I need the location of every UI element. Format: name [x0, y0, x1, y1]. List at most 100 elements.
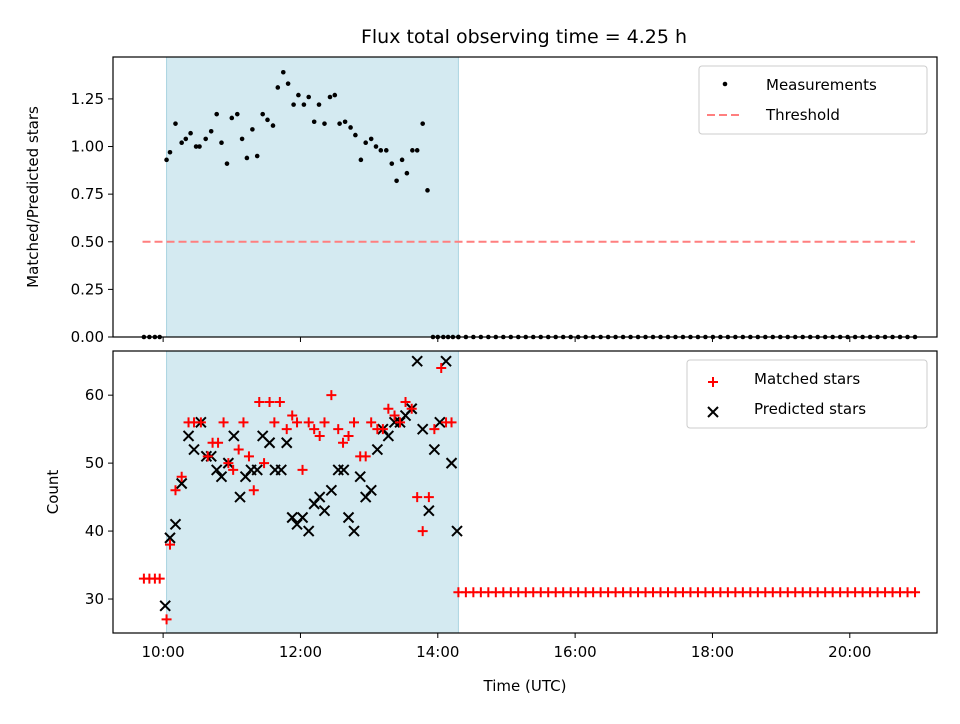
predicted-point: [188, 443, 200, 456]
matched-point: [395, 417, 406, 428]
measurement-point: [229, 115, 235, 121]
predicted-point: [354, 471, 366, 483]
measurement-point: [275, 85, 281, 90]
matched-point: [254, 396, 265, 407]
chart-title: Flux total observing time = 4.25 h: [361, 26, 687, 48]
predicted-point: [423, 504, 435, 517]
predicted-point: [382, 430, 395, 442]
y-tick-label: 0.75: [71, 185, 104, 203]
predicted-point: [445, 457, 458, 469]
matched-point: [446, 417, 457, 428]
predicted-point: [440, 355, 452, 367]
matched-point: [164, 539, 175, 550]
predicted-point: [215, 471, 228, 483]
x-tick-label: 10:00: [142, 643, 185, 661]
ratio-panel: 0.00 0.25 0.50 0.75 1.00 1.25 Matched/Predicte…: [24, 56, 938, 346]
matched-point: [436, 362, 447, 373]
y-tick-label: 0.00: [71, 328, 104, 346]
matched-point: [383, 403, 394, 414]
matched-point: [287, 410, 298, 421]
measurement-point: [183, 136, 189, 142]
legend-box: [698, 65, 928, 135]
legend: Measurements Threshold: [698, 65, 928, 135]
matched-point: [412, 492, 423, 503]
matched-point: [297, 464, 308, 475]
matched-point: [338, 437, 349, 448]
legend-label: Threshold: [765, 106, 840, 124]
predicted-point: [365, 484, 377, 497]
measurement-point: [399, 157, 405, 163]
matched-point: [161, 614, 172, 625]
measurement-point: [296, 92, 301, 98]
measurement-point: [383, 148, 389, 153]
predicted-point: [228, 430, 240, 442]
measurement-point: [368, 136, 374, 142]
y-tick-label: 50: [85, 454, 104, 472]
predicted-point: [434, 416, 446, 429]
x-tick-label: 12:00: [279, 643, 322, 661]
x-tick-label: 20:00: [828, 643, 871, 661]
matched-point: [910, 587, 921, 598]
y-axis-label: Count: [44, 470, 62, 515]
measurement-point: [358, 157, 364, 163]
matched-point: [377, 424, 388, 435]
y-tick-label: 0.25: [71, 280, 104, 298]
measurement-point: [322, 121, 327, 126]
predicted-point: [416, 423, 429, 435]
measurement-point: [311, 119, 317, 125]
measurement-point: [203, 136, 208, 142]
measurement-point: [188, 130, 193, 136]
matched-point: [223, 458, 234, 469]
measurement-point: [179, 140, 184, 146]
measurement-point: [316, 102, 322, 107]
predicted-point: [281, 437, 293, 449]
matched-point: [213, 437, 224, 448]
matched-point: [429, 424, 440, 435]
matched-point: [228, 464, 239, 475]
predicted-point: [342, 511, 355, 524]
y-tick-label: 60: [85, 386, 104, 404]
predicted-point: [286, 511, 298, 524]
matched-point: [170, 485, 181, 496]
matched-point: [326, 390, 337, 401]
matched-point: [218, 417, 229, 428]
predicted-point: [428, 443, 441, 456]
x-tick-label: 18:00: [691, 643, 734, 661]
x-tick-label: 14:00: [416, 643, 459, 661]
matched-point: [349, 417, 360, 428]
measurement-point: [250, 127, 255, 132]
predicted-point: [451, 525, 463, 537]
y-tick-label: 1.25: [71, 90, 104, 108]
predicted-point: [251, 464, 263, 476]
y-tick-label: 1.00: [71, 138, 104, 156]
matched-point: [243, 451, 254, 462]
measurement-point: [285, 81, 291, 86]
measurement-point: [414, 148, 420, 153]
measurement-point: [291, 102, 296, 107]
y-tick-label: 30: [85, 590, 104, 608]
measurement-point: [219, 140, 224, 146]
y-tick-label: 40: [85, 522, 104, 540]
measurement-point: [164, 157, 169, 163]
measurement-point: [254, 153, 260, 159]
measurement-point: [239, 136, 245, 142]
measurement-point: [280, 69, 286, 75]
count-panel: 10:00 12:00 14:00 16:00 18:00 20:00 30 40 50 60 Co…: [44, 350, 938, 695]
axes-frame: [112, 350, 938, 634]
matched-point: [176, 471, 187, 482]
predicted-point: [175, 477, 188, 490]
measurement-point: [348, 125, 353, 130]
measurement-point: [363, 140, 368, 146]
predicted-point: [164, 532, 176, 544]
matched-point: [314, 430, 325, 441]
matched-point: [269, 417, 280, 428]
measurement-point: [265, 117, 270, 123]
measurement-point: [306, 94, 312, 100]
measurement-point: [332, 92, 338, 98]
legend-label: Predicted stars: [754, 400, 866, 418]
legend-cross-icon: [707, 406, 719, 418]
measurement-point: [378, 148, 384, 153]
measurement-point: [214, 111, 219, 117]
matched-point: [248, 485, 259, 496]
